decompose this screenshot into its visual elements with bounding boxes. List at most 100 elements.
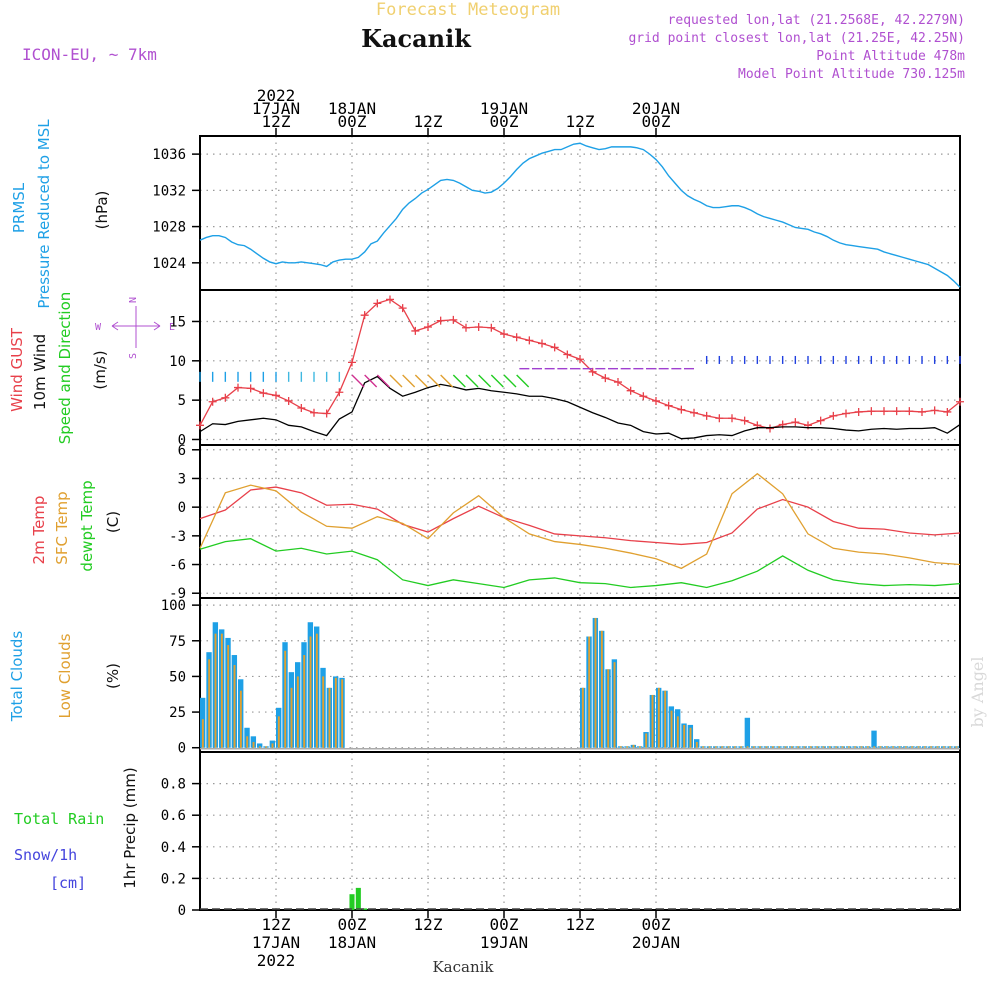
low-cloud-bar	[619, 746, 622, 748]
point-altitude: Point Altitude 478m	[816, 49, 965, 64]
wind-gust-marker	[525, 336, 534, 345]
x-label-top: 00Z	[338, 112, 367, 131]
x-label-bottom: 19JAN	[480, 933, 528, 952]
low-cloud-bar	[613, 662, 616, 748]
clouds-label-low: Low Clouds	[56, 633, 74, 718]
wind-direction-arrow	[364, 374, 378, 388]
ytick-label-clouds: 50	[169, 669, 186, 685]
low-cloud-bar	[290, 687, 293, 748]
wind-gust-marker	[386, 295, 394, 304]
low-cloud-bar	[790, 746, 793, 748]
compass-s: S	[128, 353, 139, 359]
wind-gust-marker	[740, 416, 749, 425]
low-cloud-bar	[714, 746, 717, 748]
x-label-top: 00Z	[642, 112, 671, 131]
low-cloud-bar	[778, 746, 781, 748]
wind-gust-marker	[487, 323, 496, 332]
wind-gust-marker	[259, 389, 268, 398]
wind-gust-marker	[474, 322, 483, 331]
ytick-label-temperature: 0	[178, 500, 186, 516]
low-cloud-bar	[721, 746, 724, 748]
x-label-top: 17JAN	[252, 99, 300, 118]
wind-gust-marker	[816, 416, 825, 425]
wind-gust-marker	[512, 333, 521, 342]
low-cloud-bar	[841, 746, 844, 748]
low-cloud-bar	[600, 630, 603, 748]
wind-gust-marker	[588, 367, 597, 376]
low-cloud-bar	[322, 676, 325, 748]
low-cloud-bar	[676, 716, 679, 748]
ytick-label-precipitation: 0.8	[161, 777, 186, 793]
ytick-label-wind: 10	[169, 354, 186, 370]
location-title: Kacanik	[361, 24, 472, 53]
low-cloud-bar	[917, 746, 920, 748]
x-label-top: 00Z	[490, 112, 519, 131]
wind-gust-marker	[677, 405, 686, 414]
low-cloud-bar	[752, 746, 755, 748]
x-label-top: 19JAN	[480, 99, 528, 118]
chart-title: Forecast Meteogram	[376, 0, 560, 20]
wind-gust-marker	[576, 355, 584, 364]
low-cloud-bar	[303, 655, 306, 748]
wind-label-speeddir: Speed and Direction	[56, 292, 74, 445]
ytick-label-temperature: -9	[169, 586, 186, 602]
wind-direction-arrow	[427, 374, 441, 388]
wind-gust-marker	[943, 407, 952, 416]
low-cloud-bar	[797, 746, 800, 748]
wind-gust-marker	[449, 315, 458, 324]
x-label-bottom: 20JAN	[632, 933, 680, 952]
ytick-label-temperature: -6	[169, 558, 186, 574]
wind-gust-marker	[272, 391, 280, 400]
low-cloud-bar	[854, 746, 857, 748]
low-cloud-bar	[695, 742, 698, 748]
compass-e: E	[169, 322, 175, 333]
low-cloud-bar	[689, 727, 692, 748]
wind-gust-marker	[297, 404, 306, 413]
wind-gust-marker	[880, 407, 888, 416]
compass-rose: N W E S	[95, 297, 175, 359]
wind-gust-marker	[956, 397, 964, 406]
low-cloud-bar	[581, 687, 584, 748]
wind-gust-marker	[563, 350, 572, 359]
low-cloud-bar	[315, 633, 318, 748]
wind-direction-arrow	[376, 374, 390, 388]
low-cloud-bar	[227, 645, 230, 748]
low-cloud-bar	[708, 746, 711, 748]
low-cloud-bar	[309, 636, 312, 748]
low-cloud-bar	[645, 733, 648, 748]
ytick-label-temperature: 3	[178, 471, 186, 487]
wind-gust-marker	[715, 414, 724, 423]
ytick-label-pressure: 1032	[152, 183, 186, 199]
ytick-label-clouds: 100	[161, 598, 186, 614]
precip-unit: 1hr Precip (mm)	[121, 767, 139, 888]
low-cloud-bar	[904, 746, 907, 748]
wind-gust-marker	[424, 322, 432, 331]
ytick-label-precipitation: 0.2	[161, 871, 186, 887]
low-cloud-bar	[892, 746, 895, 748]
temp-label-2m: 2m Temp	[30, 496, 48, 565]
x-label-bottom: 18JAN	[328, 933, 376, 952]
low-cloud-bar	[835, 746, 838, 748]
ytick-label-pressure: 1036	[152, 147, 186, 163]
wind-speed-line	[199, 375, 961, 440]
low-cloud-bar	[277, 716, 280, 748]
wind-gust-marker	[246, 384, 255, 393]
low-cloud-bar	[594, 617, 597, 748]
low-cloud-bar	[936, 746, 939, 748]
low-cloud-bar	[923, 746, 926, 748]
low-cloud-bar	[334, 677, 337, 748]
wind-direction-arrow	[503, 374, 517, 388]
plot-layer: 1024102810321036051015-9-6-3036025507510…	[152, 86, 964, 970]
wind-gust-marker	[398, 304, 407, 313]
x-label-bottom: 12Z	[414, 915, 443, 934]
compass-w: W	[95, 322, 102, 333]
wind-gust-marker	[892, 407, 901, 416]
wind-gust-marker	[234, 383, 242, 392]
compass-cross	[111, 306, 161, 348]
clouds-unit: (%)	[104, 663, 122, 689]
low-cloud-bar	[626, 746, 629, 748]
low-cloud-bar	[651, 694, 654, 748]
wind-direction-arrow	[452, 374, 466, 388]
temp-label-dewpt: dewpt Temp	[78, 480, 96, 571]
